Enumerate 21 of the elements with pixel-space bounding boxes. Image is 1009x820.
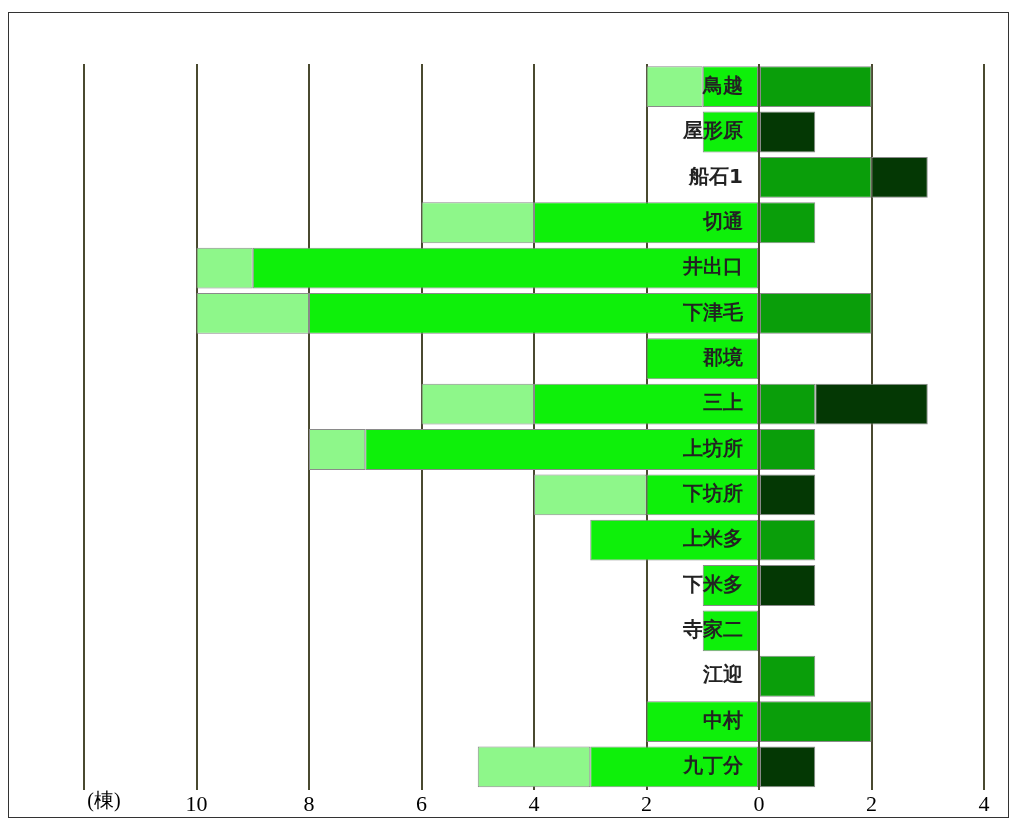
y-tick-label: 中村 bbox=[703, 707, 743, 732]
y-tick-label: 上米多 bbox=[682, 526, 743, 551]
y-tick-label: 下津毛 bbox=[682, 299, 744, 324]
x-tick-label: 6 bbox=[416, 790, 427, 816]
y-tick-label: 下坊所 bbox=[682, 481, 743, 506]
x-tick-label: 4 bbox=[528, 790, 540, 816]
y-tick-label: 上坊所 bbox=[682, 435, 743, 460]
y-tick-label: 切通 bbox=[702, 208, 743, 233]
y-tick-label: 九丁分 bbox=[682, 753, 744, 778]
x-tick-label: 4 bbox=[978, 790, 990, 816]
y-tick-label: 井出口 bbox=[682, 254, 743, 279]
x-tick-label: 8 bbox=[303, 790, 315, 816]
y-tick-label: 船石1 bbox=[688, 163, 743, 188]
y-tick-label: 江迎 bbox=[702, 662, 743, 687]
x-tick-label: 0 bbox=[753, 790, 765, 816]
x-axis-title: (棟) bbox=[87, 788, 121, 812]
x-tick-label: 2 bbox=[866, 790, 877, 816]
y-tick-label: 郡境 bbox=[702, 344, 743, 369]
x-tick-label: 10 bbox=[185, 790, 208, 816]
y-tick-label: 三上 bbox=[703, 390, 743, 415]
x-tick-label: 2 bbox=[641, 790, 652, 816]
